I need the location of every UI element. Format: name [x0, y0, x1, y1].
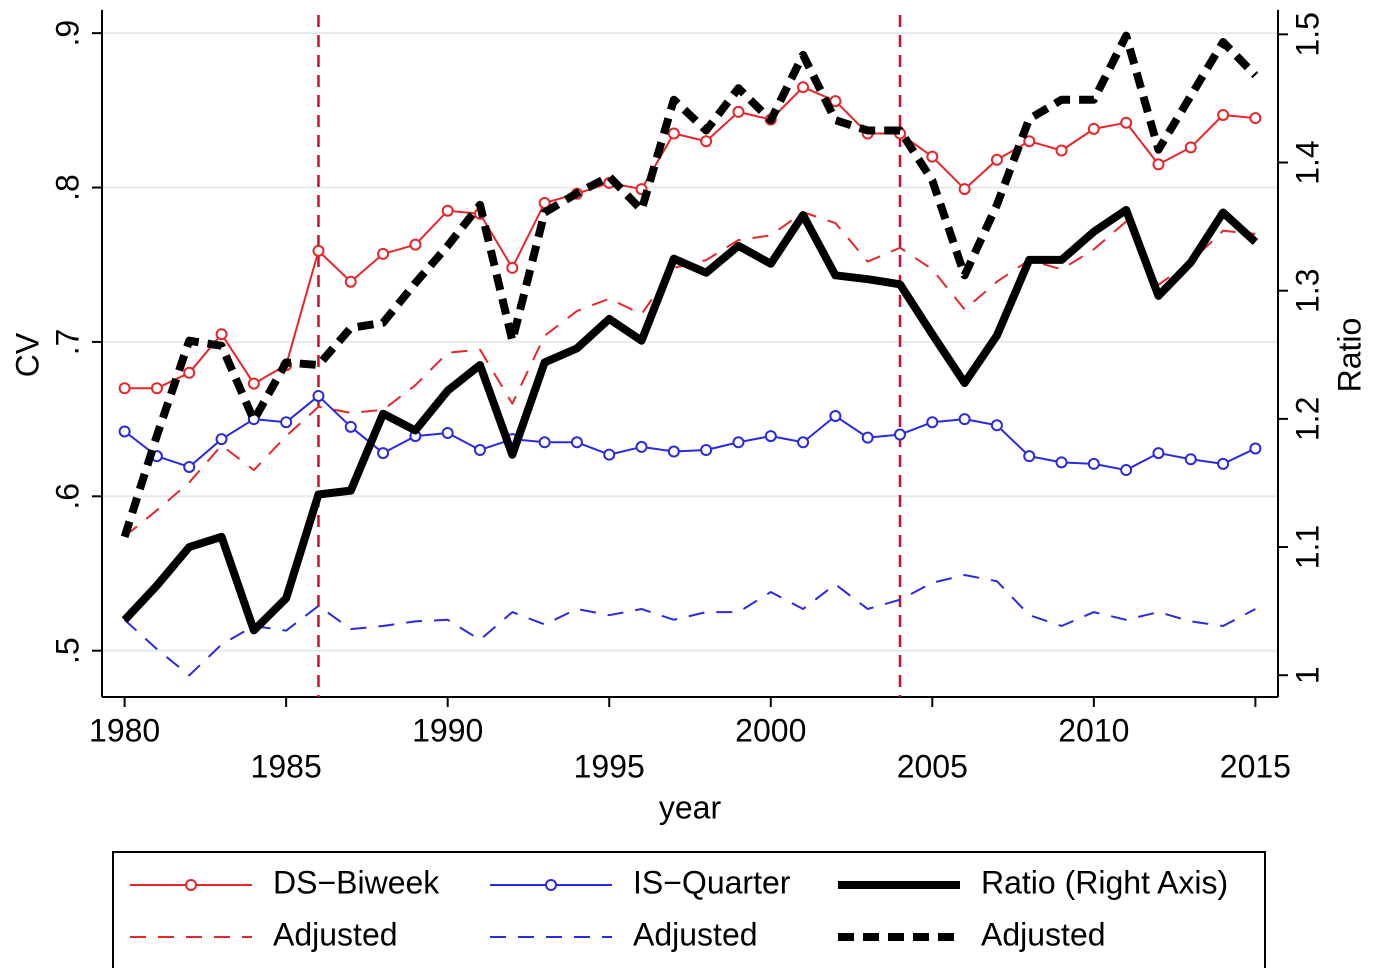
data-point [570, 436, 583, 449]
data-point [764, 430, 777, 443]
data-point [829, 410, 842, 423]
x-axis-label: year [659, 789, 722, 825]
data-point [1055, 456, 1068, 469]
y-tick-label: .9 [49, 20, 85, 47]
y2-tick-label: 1.2 [1289, 397, 1325, 441]
data-point [1152, 447, 1165, 460]
data-point [1184, 453, 1197, 466]
data-point [732, 436, 745, 449]
data-point [377, 447, 390, 460]
data-point [441, 204, 454, 217]
data-point [1217, 108, 1230, 121]
y2-tick-label: 1.3 [1289, 268, 1325, 312]
data-point [797, 436, 810, 449]
data-point [958, 183, 971, 196]
y-tick-label: .8 [49, 174, 85, 201]
data-point [732, 105, 745, 118]
data-point [861, 431, 874, 444]
data-point [1249, 112, 1262, 125]
data-point [118, 382, 131, 395]
data-point [1023, 450, 1036, 463]
data-point [958, 413, 971, 426]
legend-label: DS−Biweek [273, 864, 440, 900]
legend-marker [185, 879, 197, 891]
legend-label: Adjusted [633, 916, 758, 952]
legend-box [112, 851, 1266, 968]
y2-axis-label: Ratio [1331, 318, 1367, 393]
series-line [123, 574, 1256, 677]
legend-label: Ratio (Right Axis) [981, 864, 1228, 900]
y2-tick-label: 1.5 [1289, 12, 1325, 56]
legend-marker [545, 879, 557, 891]
series-line [124, 394, 1256, 472]
data-point [150, 382, 163, 395]
data-point [344, 420, 357, 433]
data-point [409, 238, 422, 251]
data-point [635, 440, 648, 453]
y2-tick-label: 1 [1289, 666, 1325, 684]
data-point [1217, 457, 1230, 470]
data-point [797, 81, 810, 94]
data-point [183, 460, 196, 473]
y-tick-label: .6 [49, 483, 85, 510]
data-point [1087, 122, 1100, 135]
series-line [120, 31, 1259, 539]
x-tick-label: 2005 [897, 748, 968, 784]
data-point [926, 150, 939, 163]
data-point [1249, 442, 1262, 455]
data-point [1055, 144, 1068, 157]
series-line [124, 86, 1256, 390]
data-point [247, 377, 260, 390]
data-point [538, 436, 551, 449]
data-point [215, 433, 228, 446]
data-point [183, 366, 196, 379]
data-point [700, 443, 713, 456]
data-point [312, 389, 325, 402]
x-tick-label: 1995 [574, 748, 645, 784]
data-point [667, 127, 680, 140]
data-point [926, 416, 939, 429]
x-tick-label: 2015 [1220, 748, 1291, 784]
y2-tick-label: 1.1 [1289, 525, 1325, 569]
data-point [377, 247, 390, 260]
x-tick-label: 2010 [1058, 712, 1129, 748]
x-tick-label: 1980 [89, 712, 160, 748]
data-point [1152, 158, 1165, 171]
data-point [506, 261, 519, 274]
series-line [123, 211, 1256, 538]
data-point [118, 425, 131, 438]
data-point [312, 244, 325, 257]
data-point [700, 135, 713, 148]
series-line [121, 205, 1259, 635]
y2-tick-label: 1.4 [1289, 140, 1325, 184]
data-point [441, 427, 454, 440]
data-point [474, 443, 486, 456]
data-point [603, 448, 616, 461]
legend-label: IS−Quarter [633, 864, 791, 900]
data-point [215, 328, 228, 341]
data-point [344, 275, 357, 288]
data-point [1087, 457, 1100, 470]
data-point [990, 419, 1003, 432]
x-tick-label: 1990 [412, 712, 483, 748]
y-axis-label: CV [9, 332, 45, 377]
data-point [1120, 116, 1133, 129]
x-tick-label: 2000 [735, 712, 806, 748]
data-point [1120, 464, 1133, 477]
legend-label: Adjusted [981, 916, 1106, 952]
y-tick-label: .7 [49, 329, 85, 356]
data-point [1023, 135, 1036, 148]
data-point [894, 428, 906, 441]
data-point [667, 445, 680, 458]
x-tick-label: 1985 [251, 748, 322, 784]
data-point [280, 416, 293, 429]
data-point [1184, 141, 1197, 154]
data-point [990, 153, 1003, 166]
y-tick-label: .5 [49, 637, 85, 664]
legend-label: Adjusted [273, 916, 398, 952]
